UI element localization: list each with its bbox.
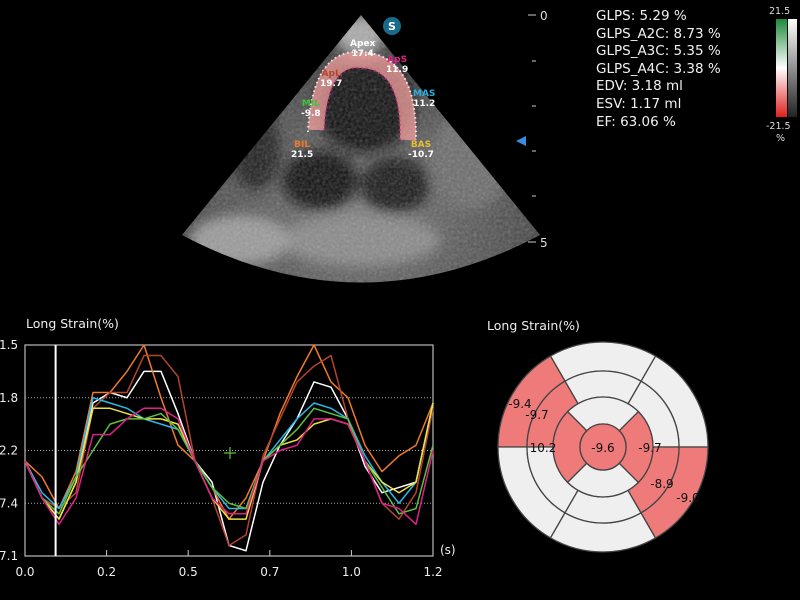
x-tick-label: 0.5: [179, 565, 198, 579]
bullseye-title: Long Strain(%): [487, 318, 580, 333]
segment-label-mas: MAS 11.2: [413, 89, 435, 109]
logo-letter: S: [388, 20, 396, 33]
apex-segment: [579, 423, 627, 471]
segment-name: BIL: [294, 140, 311, 150]
colorbar-min: -21.5: [766, 121, 791, 132]
colorbar-unit: %: [776, 133, 786, 144]
metric-ef: EF: 63.06 %: [596, 113, 676, 130]
segment-value: -9.8: [301, 109, 321, 119]
bullseye-label-mid-anteroseptal: -9.7: [525, 408, 548, 422]
segment-label-bil: BIL 21.5: [291, 140, 313, 160]
segment-value: 11.9: [386, 65, 409, 75]
segment-value: 19.7: [320, 79, 343, 89]
segment-label-mil: MIL -9.8: [301, 99, 321, 119]
segment-value: 21.5: [291, 150, 314, 160]
x-tick-label: 1.2: [423, 565, 442, 579]
x-tick-label: 0.0: [15, 565, 34, 579]
segment-name: Apex: [350, 39, 376, 49]
metrics-panel: GLPS: 5.29 % GLPS_A2C: 8.73 % GLPS_A3C: …: [596, 8, 721, 131]
metric-glps-a3c: GLPS_A3C: 5.35 %: [596, 43, 721, 60]
focus-marker-icon[interactable]: [516, 136, 526, 146]
metric-edv: EDV: 3.18 ml: [596, 78, 683, 95]
y-tick-label: 7.4: [0, 496, 18, 510]
segment-label-aps: ApS 11.9: [386, 55, 408, 75]
bullseye-label-mid-inferolateral: -8.9: [650, 477, 673, 491]
bullseye-label-basal-anteroseptal: -9.4: [508, 397, 531, 411]
metric-esv: ESV: 1.17 ml: [596, 95, 682, 112]
segment-label-bas: BAS -10.7: [408, 140, 434, 160]
segment-value: -10.7: [408, 150, 434, 160]
bullseye-label-apical-lateral: -9.7: [638, 441, 661, 455]
segment-name: MAS: [413, 89, 436, 99]
crosshair-icon: [224, 447, 236, 459]
x-tick-label: 0.2: [97, 565, 116, 579]
bullseye-label-apex: -9.6: [591, 441, 614, 455]
bullseye-label-basal-inferolateral: -9.0: [676, 491, 699, 505]
grayscale-bar: [788, 19, 797, 117]
depth-scale: 0 5: [528, 9, 548, 250]
strain-curve-chart: 1.5 1.8 2.2 7.4 7.1 0.0 0.2 0.5 0.7 1.0 1.2 (s): [0, 338, 456, 579]
segment-label-apex: Apex 17.4: [350, 39, 375, 59]
segment-label-apl: ApL 19.7: [320, 69, 342, 89]
segment-value: 17.4: [351, 49, 374, 59]
bullseye-label-apical-septal: 10.2: [530, 441, 557, 455]
colorbar-max: 21.5: [769, 6, 791, 17]
x-tick-label: 0.7: [260, 565, 279, 579]
y-tick-label: 7.1: [0, 549, 18, 563]
metric-glps-a4c: GLPS_A4C: 3.38 %: [596, 60, 721, 77]
strain-curve-7: [24, 407, 434, 526]
strain-colorbar: [776, 19, 787, 117]
x-tick-label: 1.0: [342, 565, 361, 579]
segment-name: ApL: [321, 69, 341, 79]
strain-chart-title: Long Strain(%): [26, 316, 119, 331]
y-tick-label: 1.5: [0, 338, 18, 352]
segment-value: 11.2: [413, 99, 436, 109]
segment-name: ApS: [387, 55, 408, 65]
depth-label-5: 5: [540, 236, 548, 250]
metric-glps-a2c: GLPS_A2C: 8.73 %: [596, 25, 721, 42]
strain-curve-4: [24, 397, 434, 510]
myocardium-tracking-overlay: [308, 51, 417, 141]
s-logo-icon: [383, 17, 401, 35]
y-tick-label: 2.2: [0, 444, 18, 458]
metric-glps: GLPS: 5.29 %: [596, 8, 687, 24]
echo-image: S 0 5: [182, 9, 548, 283]
bullseye-plot: -9.4-9.710.2 -9.6 -9.7-8.9-9.0: [497, 341, 709, 553]
depth-label-0: 0: [540, 9, 548, 23]
segment-name: MIL: [301, 99, 320, 109]
y-tick-label: 1.8: [0, 391, 18, 405]
segment-name: BAS: [410, 140, 432, 150]
x-axis-unit: (s): [440, 543, 456, 557]
